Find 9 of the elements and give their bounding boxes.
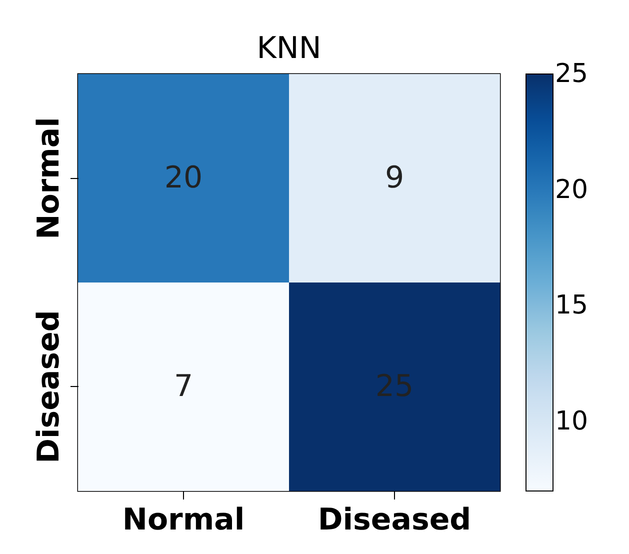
data-label: 20 (164, 160, 203, 196)
color-bar-label: 20 (555, 174, 588, 205)
color-bar-label: 25 (555, 59, 588, 89)
data-label: 7 (174, 368, 194, 404)
color-bar-label: 15 (555, 290, 588, 321)
data-label: 9 (384, 160, 404, 196)
data-label: 25 (375, 368, 414, 404)
color-bar-label: 10 (555, 406, 588, 436)
chart-title: KNN (256, 31, 322, 66)
